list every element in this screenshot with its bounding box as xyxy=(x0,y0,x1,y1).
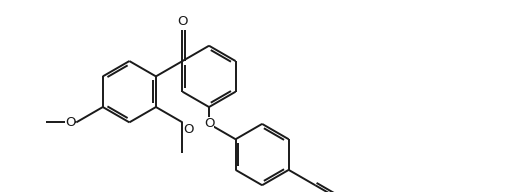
Text: O: O xyxy=(65,116,75,129)
Text: O: O xyxy=(204,117,214,130)
Text: O: O xyxy=(177,15,188,29)
Text: O: O xyxy=(183,123,194,136)
